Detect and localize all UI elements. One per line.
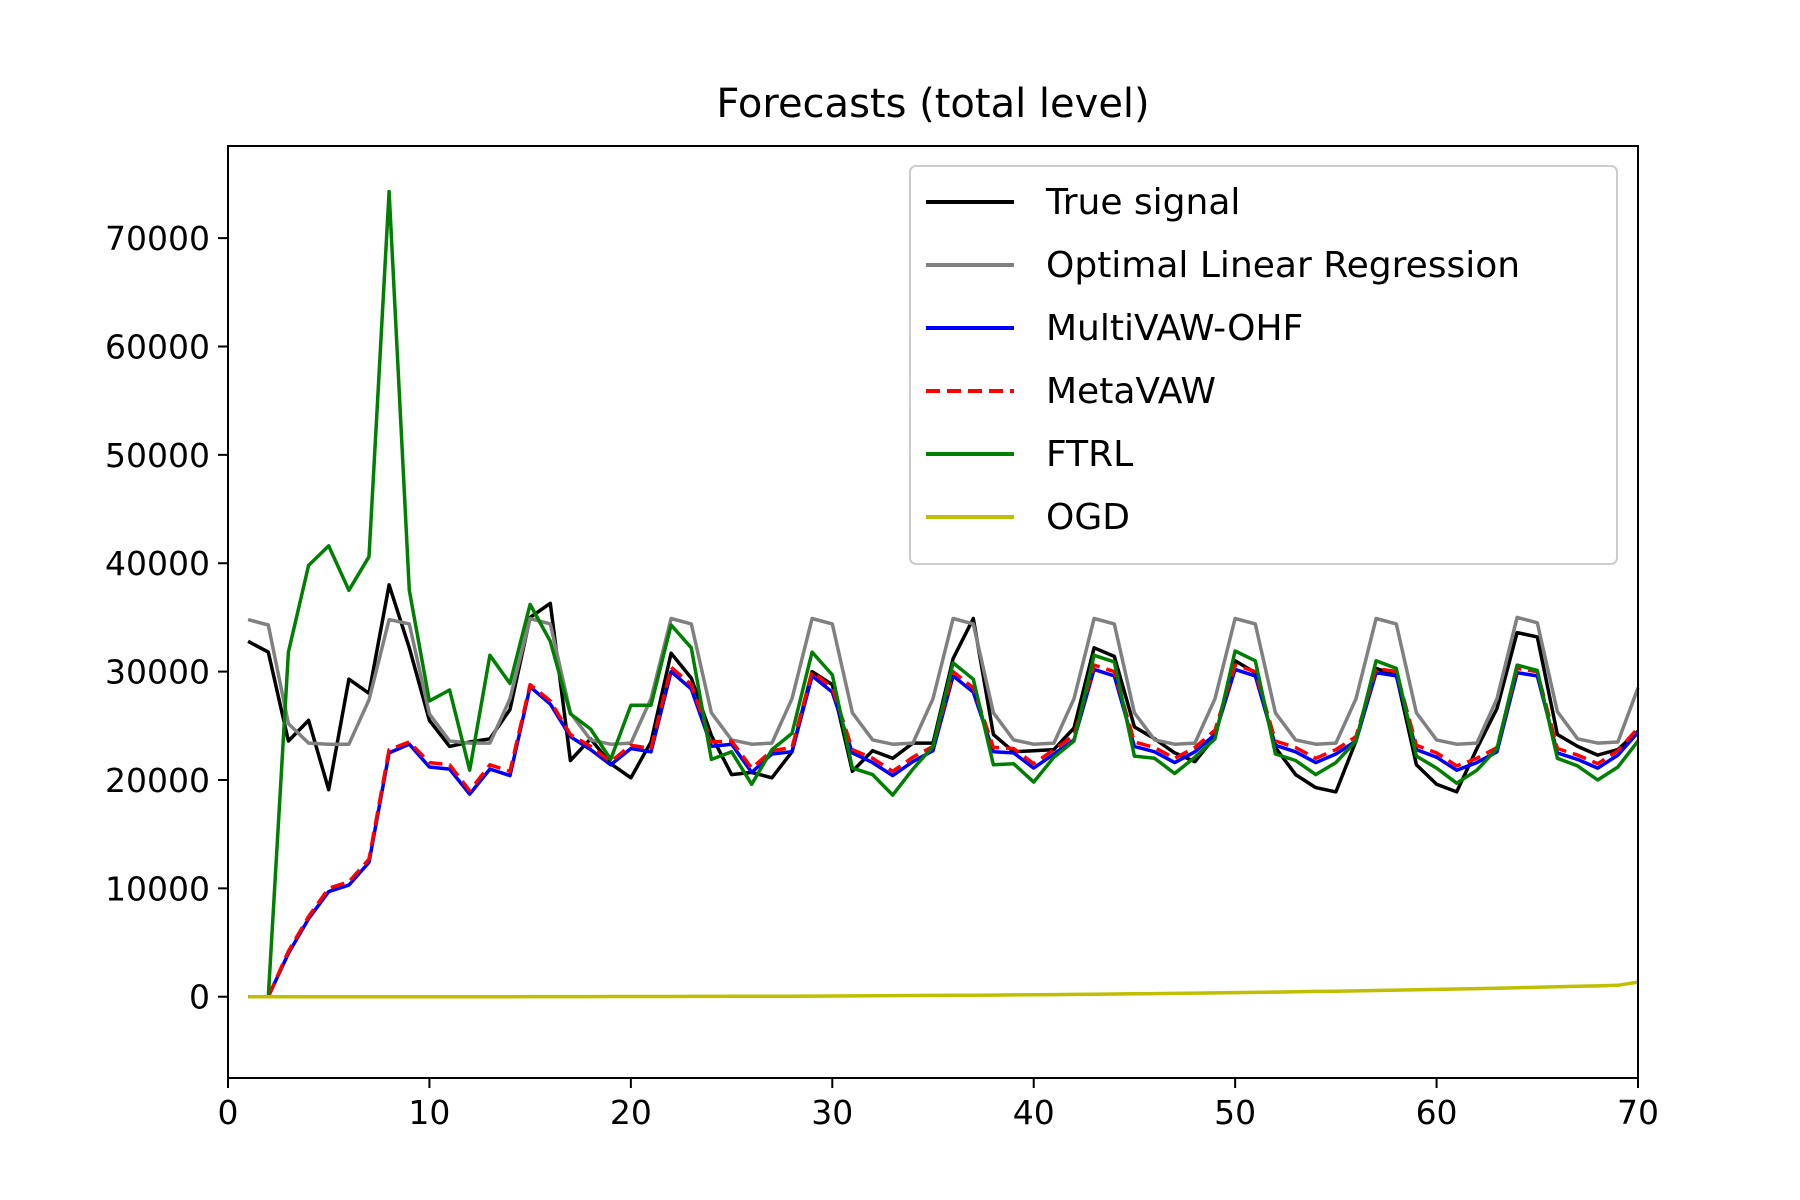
x-tick-label: 40 bbox=[1013, 1093, 1055, 1132]
series-line-5 bbox=[248, 980, 1639, 999]
series-lines bbox=[247, 189, 1640, 999]
x-tick-label: 50 bbox=[1214, 1093, 1256, 1132]
series-line-1 bbox=[247, 615, 1640, 746]
x-axis-ticks: 0 10 20 30 40 50 60 70 bbox=[218, 1078, 1659, 1132]
y-tick-label: 30000 bbox=[105, 653, 210, 692]
x-tick-label: 60 bbox=[1416, 1093, 1458, 1132]
y-tick-label: 20000 bbox=[105, 761, 210, 800]
legend: True signal Optimal Linear Regression Mult… bbox=[909, 165, 1618, 565]
legend-label: FTRL bbox=[1046, 434, 1133, 475]
series-line-4 bbox=[248, 189, 1640, 999]
y-tick-label: 0 bbox=[189, 978, 210, 1017]
y-axis-ticks: 0 10000 20000 30000 40000 50000 60000 70000 bbox=[105, 219, 228, 1017]
y-tick-label: 70000 bbox=[105, 219, 210, 258]
x-tick-label: 70 bbox=[1617, 1093, 1659, 1132]
x-tick-label: 10 bbox=[408, 1093, 450, 1132]
legend-label: True signal bbox=[1045, 182, 1240, 223]
series-line-0 bbox=[247, 583, 1640, 794]
x-tick-label: 30 bbox=[811, 1093, 853, 1132]
legend-label: MetaVAW bbox=[1046, 371, 1216, 412]
legend-label: MultiVAW-OHF bbox=[1046, 308, 1303, 349]
y-tick-label: 60000 bbox=[105, 327, 210, 366]
plot-frame bbox=[227, 145, 1639, 1079]
y-tick-label: 40000 bbox=[105, 544, 210, 583]
legend-label: OGD bbox=[1046, 497, 1130, 538]
chart-title: Forecasts (total level) bbox=[716, 81, 1149, 127]
y-tick-label: 10000 bbox=[105, 869, 210, 908]
x-tick-label: 20 bbox=[610, 1093, 652, 1132]
y-tick-label: 50000 bbox=[105, 436, 210, 475]
legend-label: Optimal Linear Regression bbox=[1046, 245, 1520, 286]
legend-box bbox=[909, 165, 1618, 565]
x-tick-label: 0 bbox=[218, 1093, 239, 1132]
